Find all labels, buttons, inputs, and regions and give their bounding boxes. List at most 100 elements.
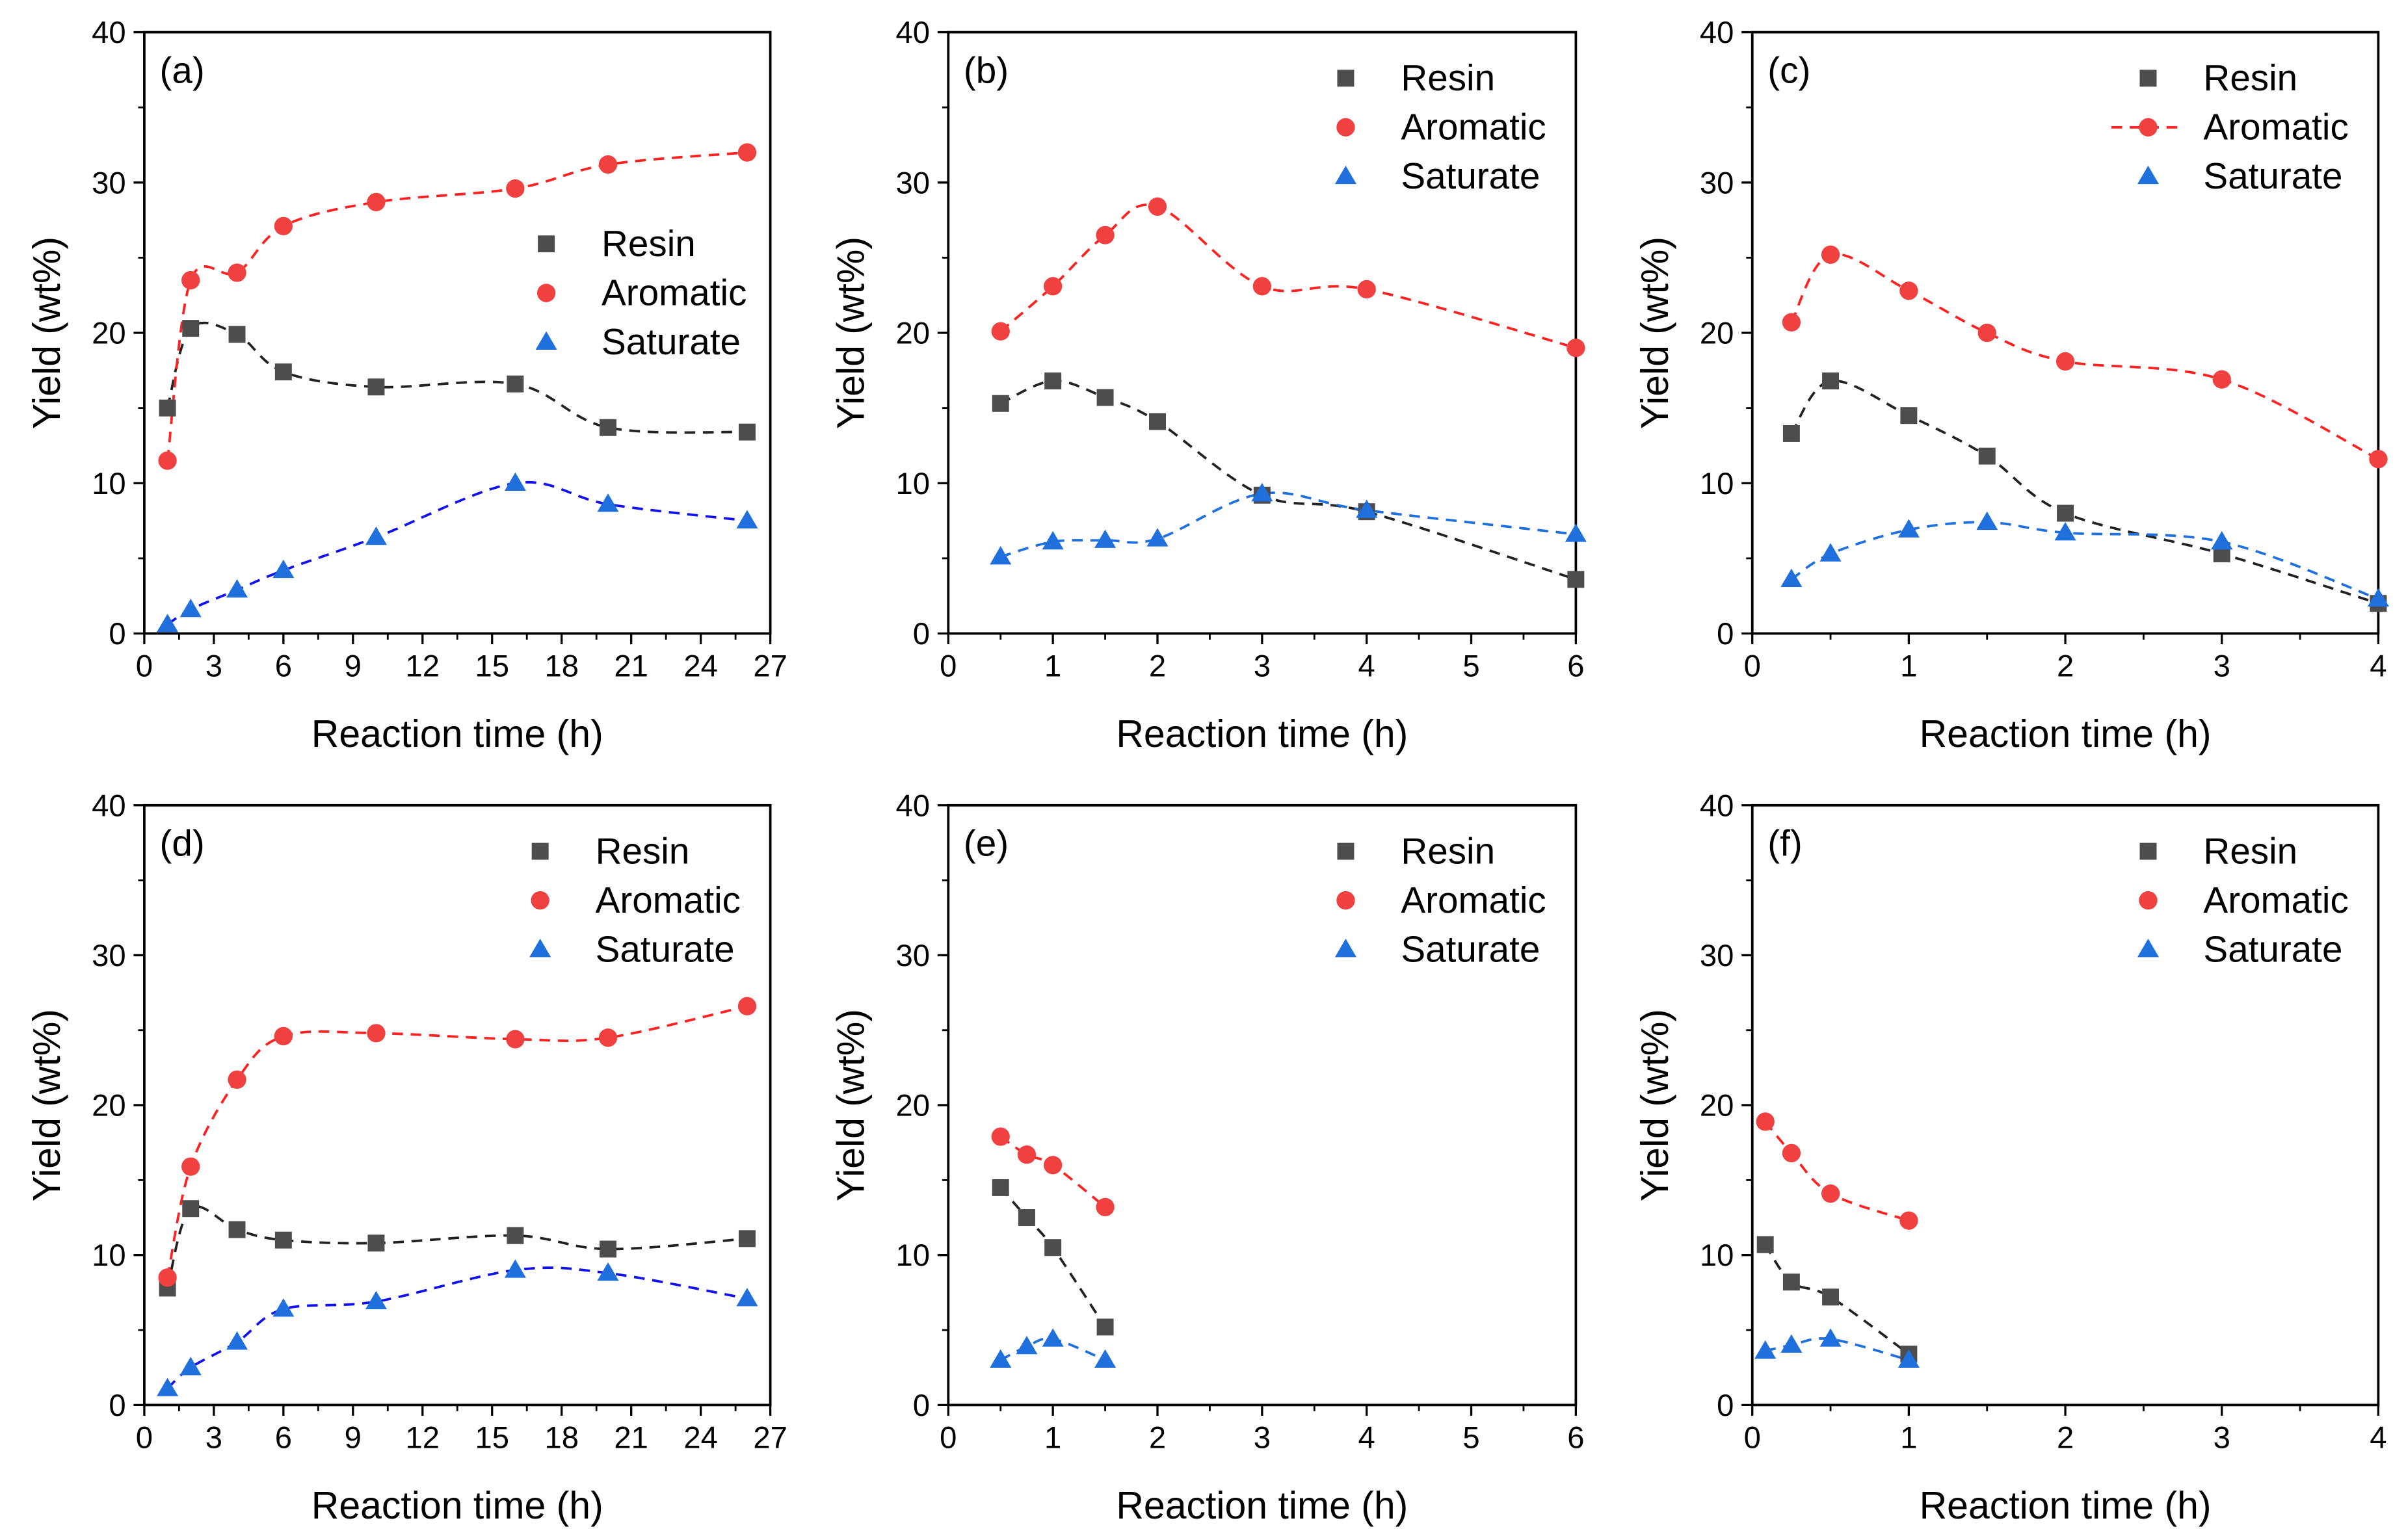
aromatic-fit-curve [1790,252,2379,460]
x-tick-label: 9 [345,1420,362,1455]
legend-marker-saturate [1334,165,1356,185]
aromatic-data-point [1567,338,1585,358]
x-tick-label: 5 [1462,1420,1479,1455]
saturate-data-point [504,472,526,491]
x-tick-label: 5 [1462,649,1479,684]
legend-marker-saturate [2137,939,2160,958]
x-tick-label: 0 [1744,1420,1761,1455]
x-tick-label: 0 [136,649,153,684]
legend-marker-resin [531,842,549,860]
saturate-data-point [226,1331,248,1350]
saturate-data-point [157,1377,179,1396]
aromatic-data-point [1096,1197,1115,1217]
aromatic-data-point [367,1024,386,1043]
aromatic-data-point [991,1127,1010,1146]
aromatic-data-point [228,263,246,282]
resin-data-point [600,419,616,436]
legend: Resin Aromatic Saturate [2137,830,2349,969]
x-tick-label: 27 [753,649,787,684]
legend-label-resin: Resin [2203,57,2297,98]
resin-data-point [2057,504,2074,522]
resin-data-point [274,363,292,381]
resin-fit-curve [166,1205,748,1288]
x-tick-label: 18 [544,649,579,684]
aromatic-data-point [2056,352,2075,371]
y-tick-label: 30 [92,166,126,200]
resin-data-point [367,378,385,396]
x-tick-label: 27 [753,1420,787,1455]
y-tick-label: 30 [1700,166,1734,200]
resin-data-point [507,375,524,393]
x-tick-label: 0 [940,1420,957,1455]
x-tick-label: 6 [1567,1420,1584,1455]
saturate-fit-curve [1000,491,1576,558]
y-axis-label: Yield (wt%) [26,1009,68,1201]
legend-marker-aromatic [2139,891,2158,910]
panel-label: (f) [1767,823,1802,864]
y-tick-label: 40 [895,16,930,50]
legend-label-aromatic: Aromatic [1401,107,1546,148]
legend-marker-aromatic [2139,118,2158,137]
panel-label: (c) [1767,49,1810,90]
aromatic-data-point [1043,277,1063,296]
resin-data-point [182,320,200,337]
panel-label: (e) [964,823,1009,864]
aromatic-data-point [1357,280,1376,299]
x-tick-label: 1 [1900,649,1917,684]
aromatic-fit-curve [999,203,1576,349]
resin-data-point [1822,372,1840,389]
y-tick-label: 20 [895,1089,930,1123]
saturate-data-point [1042,1328,1064,1347]
y-tick-label: 10 [92,1238,126,1273]
legend-marker-aromatic [531,891,549,910]
chart-panel-a: 0 3 6 9 12 15 18 21 24 27 0 10 20 30 40 Reaction time (… [26,16,787,755]
y-tick-label: 20 [92,317,126,351]
y-axis-label: Yield (wt%) [1634,1009,1676,1201]
legend: Resin Aromatic Saturate [1334,830,1546,969]
aromatic-data-point [598,1028,618,1047]
saturate-data-point [1897,519,1920,538]
saturate-data-point [2211,530,2233,550]
x-tick-label: 21 [614,1420,648,1455]
saturate-data-point [1042,530,1064,550]
aromatic-data-point [181,270,200,290]
legend-marker-saturate [1334,939,1356,958]
y-axis-label: Yield (wt%) [830,1009,873,1201]
saturate-data-point [1819,543,1842,562]
resin-data-point [1149,413,1166,430]
x-axis-label: Reaction time (h) [1920,713,2212,755]
aromatic-data-point [181,1157,200,1176]
saturate-data-point [1251,482,1273,502]
y-tick-label: 40 [1700,16,1734,50]
saturate-data-point [736,1288,758,1307]
legend: Resin Aromatic Saturate [2111,57,2349,196]
plot-area [157,143,758,633]
legend-label-aromatic: Aromatic [2203,880,2348,920]
y-tick-label: 20 [92,1089,126,1123]
plot-area [1780,245,2389,612]
resin-data-point [1782,424,1800,442]
aromatic-data-point [274,1026,293,1046]
legend-marker-resin [2139,842,2157,860]
resin-data-point [367,1234,385,1252]
aromatic-data-point [506,1030,525,1049]
saturate-fit-curve [166,481,748,626]
aromatic-data-point [158,451,177,470]
aromatic-data-point [506,179,525,198]
plot-area [1754,1112,1920,1368]
resin-data-point [600,1240,616,1258]
chart-panel-d: 0 3 6 9 12 15 18 21 24 27 0 10 20 30 40 Reaction time (… [26,789,787,1527]
legend-label-resin: Resin [596,830,690,871]
aromatic-data-point [158,1268,177,1287]
resin-data-point [1044,1239,1062,1257]
saturate-data-point [179,1357,202,1376]
resin-data-point [182,1200,200,1218]
legend-label-resin: Resin [602,223,696,264]
saturate-data-point [272,559,295,579]
resin-data-point [1096,1318,1114,1336]
saturate-data-point [179,598,202,618]
saturate-data-point [1819,1328,1842,1347]
saturate-fit-curve [1765,1337,1909,1361]
